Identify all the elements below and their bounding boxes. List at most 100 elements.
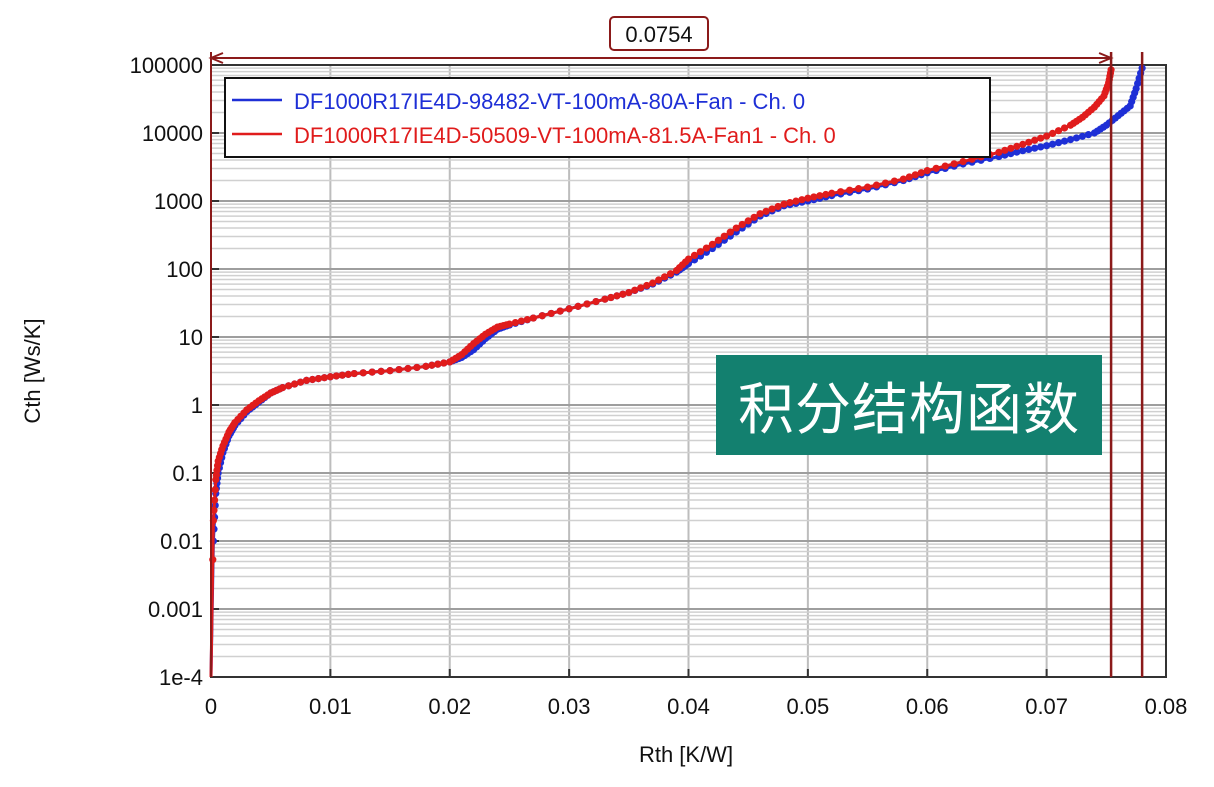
series-2-point-24-1 [607, 293, 615, 302]
series-2-point-40-1 [1025, 138, 1033, 146]
series-1-point-40-3 [1037, 143, 1045, 151]
series-2-point-1-2 [210, 496, 219, 504]
series-2-point-11-2 [314, 374, 323, 383]
series-2-point-40-0 [1019, 140, 1027, 148]
series-2-point-37-0 [923, 166, 931, 175]
series-2-point-23-0 [565, 305, 573, 313]
series-2-point-25-1 [631, 286, 639, 294]
series-2-point-11-0 [302, 376, 311, 385]
series-2-point-13-3 [377, 367, 385, 375]
series-2-point-34-3 [855, 185, 863, 193]
series-2-point-14-2 [404, 364, 412, 373]
series-2-point-1-3 [211, 486, 219, 494]
series-2-point-15-1 [428, 361, 436, 369]
x-tick-label-4: 0.04 [667, 694, 710, 719]
series-2-point-22-2 [547, 309, 555, 318]
series-2-point-32-2 [792, 197, 800, 205]
series-2-point-33-3 [822, 190, 830, 199]
series-2-point-28-3 [702, 244, 711, 252]
annotation-label: 0.0754 [625, 22, 692, 47]
series-2-point-13-2 [368, 368, 376, 376]
series-2-point-22-0 [529, 314, 537, 322]
series-1-point-40-0 [1019, 147, 1027, 155]
x-tick-label-1: 0.01 [309, 694, 352, 719]
series-2-point-34-1 [837, 188, 845, 196]
y-tick-label-1: 0.001 [148, 597, 203, 622]
series-1-point-40-2 [1031, 144, 1039, 152]
series-2-point-11-1 [308, 375, 317, 384]
series-2-point-31-1 [762, 207, 770, 215]
series-2-point-28-0 [684, 255, 693, 263]
series-2-point-41-1 [1048, 129, 1057, 137]
series-1-point-41-2 [1054, 139, 1063, 147]
series-2-point-32-1 [786, 199, 794, 207]
overlay-caption-text: 积分结构函数 [738, 377, 1080, 443]
y-tick-label-7: 1000 [154, 189, 203, 214]
series-2-point-36-2 [911, 171, 919, 179]
series-1-point-42-3 [1084, 131, 1093, 139]
series-2-point-30-3 [750, 213, 758, 221]
series-2-point-24-3 [619, 290, 627, 298]
series-2-point-29-2 [720, 232, 728, 240]
series-2-point-33-1 [810, 193, 818, 201]
series-2-point-39-2 [1007, 144, 1015, 152]
series-2-point-14-1 [395, 365, 403, 374]
series-2-point-37-3 [950, 160, 958, 168]
series-2-point-26-1 [655, 276, 663, 284]
annotation-group: 0.0754 [208, 16, 1144, 677]
y-axis-label: Cth [Ws/K] [20, 318, 45, 423]
series-2-point-30-1 [738, 220, 746, 229]
y-tick-label-3: 0.1 [172, 461, 203, 486]
series-2-point-13-1 [359, 369, 367, 377]
series-1-point-42-2 [1078, 132, 1087, 140]
series-2-point-12-2 [338, 371, 346, 379]
series-2-point-21-0 [505, 320, 514, 328]
series-2-point-24-2 [613, 292, 621, 300]
series-2-point-15-0 [422, 362, 430, 370]
series-2-point-24-0 [601, 295, 609, 303]
series-2-point-28-2 [696, 248, 705, 256]
series-2-point-21-1 [511, 318, 520, 327]
x-axis-ticks: 0 0.01 0.02 0.03 0.04 0.05 0.06 0.07 0.08 [205, 669, 1187, 719]
series-2-point-34-2 [846, 186, 854, 194]
y-tick-label-2: 0.01 [160, 529, 203, 554]
series-2-point-41-0 [1043, 132, 1051, 140]
x-tick-label-0: 0 [205, 694, 217, 719]
series-1-point-41-1 [1048, 140, 1057, 148]
series-2-point-39-3 [1013, 142, 1021, 150]
y-tick-label-6: 100 [166, 257, 203, 282]
x-tick-label-5: 0.05 [786, 694, 829, 719]
annotation-arrowhead-right [1098, 52, 1114, 64]
x-tick-label-7: 0.07 [1025, 694, 1068, 719]
series-1-point-42-0 [1066, 135, 1075, 144]
series-2-point-22-1 [538, 312, 546, 320]
series-2-point-31-0 [756, 210, 764, 218]
series-2-point-15-2 [434, 360, 442, 368]
series-1-point-41-3 [1060, 137, 1069, 145]
series-2-point-15-3 [440, 359, 448, 367]
series-2-point-30-0 [732, 224, 740, 232]
series-2-point-22-3 [556, 307, 564, 315]
x-tick-label-3: 0.03 [548, 694, 591, 719]
series-2-point-39-0 [995, 148, 1003, 156]
y-axis-ticks: 1e-4 0.001 0.01 0.1 1 10 100 1000 10000 100000 [130, 53, 219, 690]
series-2-point-36-0 [899, 175, 907, 183]
series-2-point-25-3 [643, 281, 651, 290]
series-2-point-23-2 [583, 300, 591, 308]
series-2-point-32-3 [798, 196, 806, 204]
y-tick-label-5: 10 [179, 325, 203, 350]
x-axis-label: Rth [K/W] [639, 742, 733, 767]
series-2-point-34-0 [828, 189, 836, 197]
series-2-point-35-3 [890, 177, 899, 185]
series-1-point-42-1 [1072, 134, 1081, 142]
series-2-point-36-1 [905, 173, 913, 181]
series-2-point-26-3 [666, 270, 675, 278]
series-2-point-26-0 [649, 279, 657, 287]
series-2-point-29-0 [708, 240, 716, 249]
series-2-point-41-3 [1060, 124, 1069, 132]
series-2-point-25-2 [637, 284, 645, 292]
y-tick-label-8: 10000 [142, 121, 203, 146]
series-2-point-39-1 [1001, 146, 1009, 154]
series-2-point-35-1 [872, 181, 881, 189]
series-2-point-31-2 [768, 205, 776, 213]
